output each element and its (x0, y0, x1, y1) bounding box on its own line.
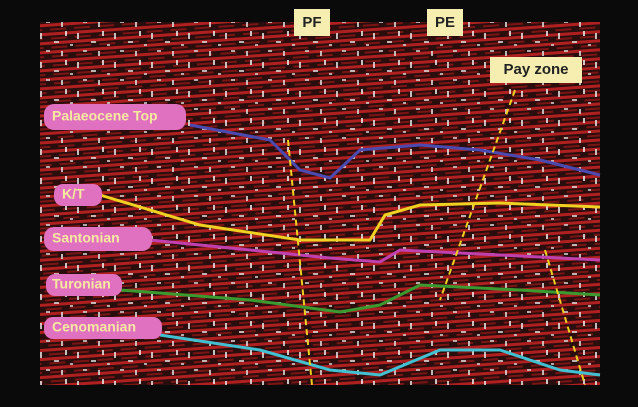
well-label: PE (435, 14, 455, 31)
seismic-section: Palaeocene Top K/T Santonian Turonian Ce… (0, 0, 638, 407)
horizon-label: Palaeocene Top (52, 108, 158, 124)
well-label: PF (302, 14, 321, 31)
horizon-label: Santonian (52, 230, 120, 246)
pay-zone-label: Pay zone (503, 61, 568, 78)
horizon-label: Turonian (52, 276, 111, 292)
horizon-label: K/T (62, 186, 85, 202)
page: Palaeocene Top K/T Santonian Turonian Ce… (0, 0, 638, 407)
horizon-label: Cenomanian (52, 319, 136, 335)
